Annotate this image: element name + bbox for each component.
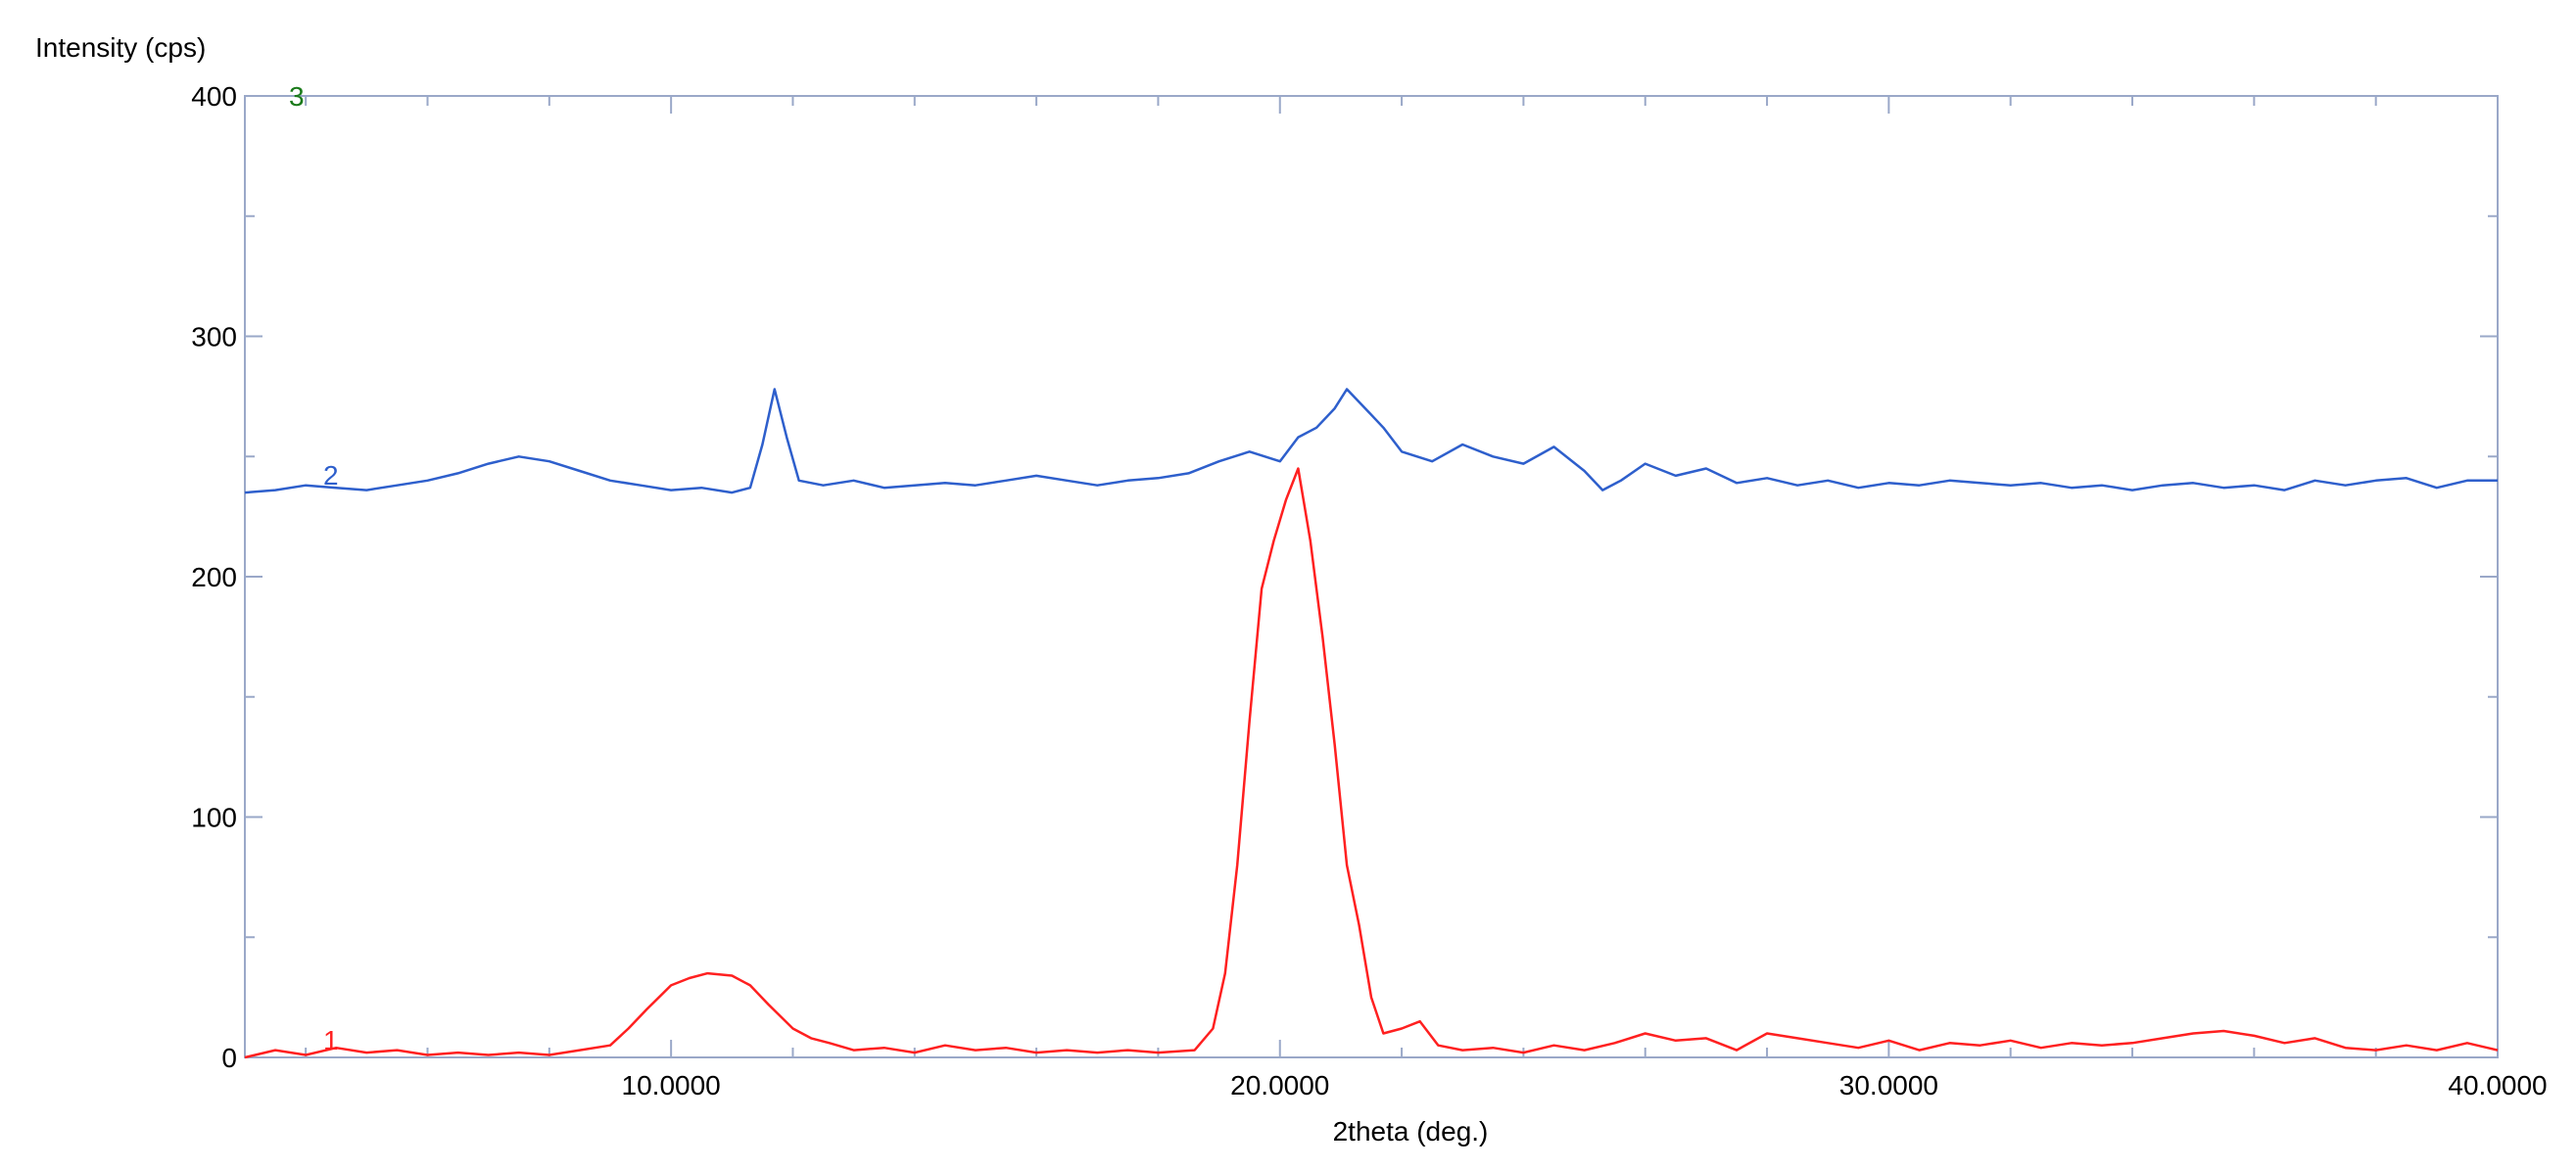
y-tick-label: 300 [191, 322, 237, 352]
ticks-layer: 0 100 200 300 400 10.0000 20.0000 30.0000 40.000… [191, 81, 2547, 1100]
x-tick-label: 30.0000 [1839, 1070, 1938, 1100]
series-tags-layer: 1 2 3 [289, 81, 339, 1055]
y-tick-label: 100 [191, 803, 237, 833]
series-layer [244, 388, 2499, 1059]
y-tick-label: 200 [191, 562, 237, 592]
series-line-2 [244, 388, 2498, 494]
series-line-1 [244, 467, 2499, 1059]
y-tick-label: 0 [221, 1043, 237, 1073]
x-tick-label: 40.0000 [2448, 1070, 2547, 1100]
series-tag-2: 2 [323, 460, 339, 491]
y-tick-label: 400 [191, 81, 237, 112]
x-tick-label: 20.0000 [1230, 1070, 1329, 1100]
y-axis-title: Intensity (cps) [35, 32, 206, 63]
x-tick-label: 10.0000 [622, 1070, 721, 1100]
x-axis-title: 2theta (deg.) [1333, 1116, 1489, 1147]
plot-frame [244, 95, 2499, 1058]
series-tag-3: 3 [289, 81, 305, 112]
series-tag-1: 1 [323, 1025, 339, 1055]
